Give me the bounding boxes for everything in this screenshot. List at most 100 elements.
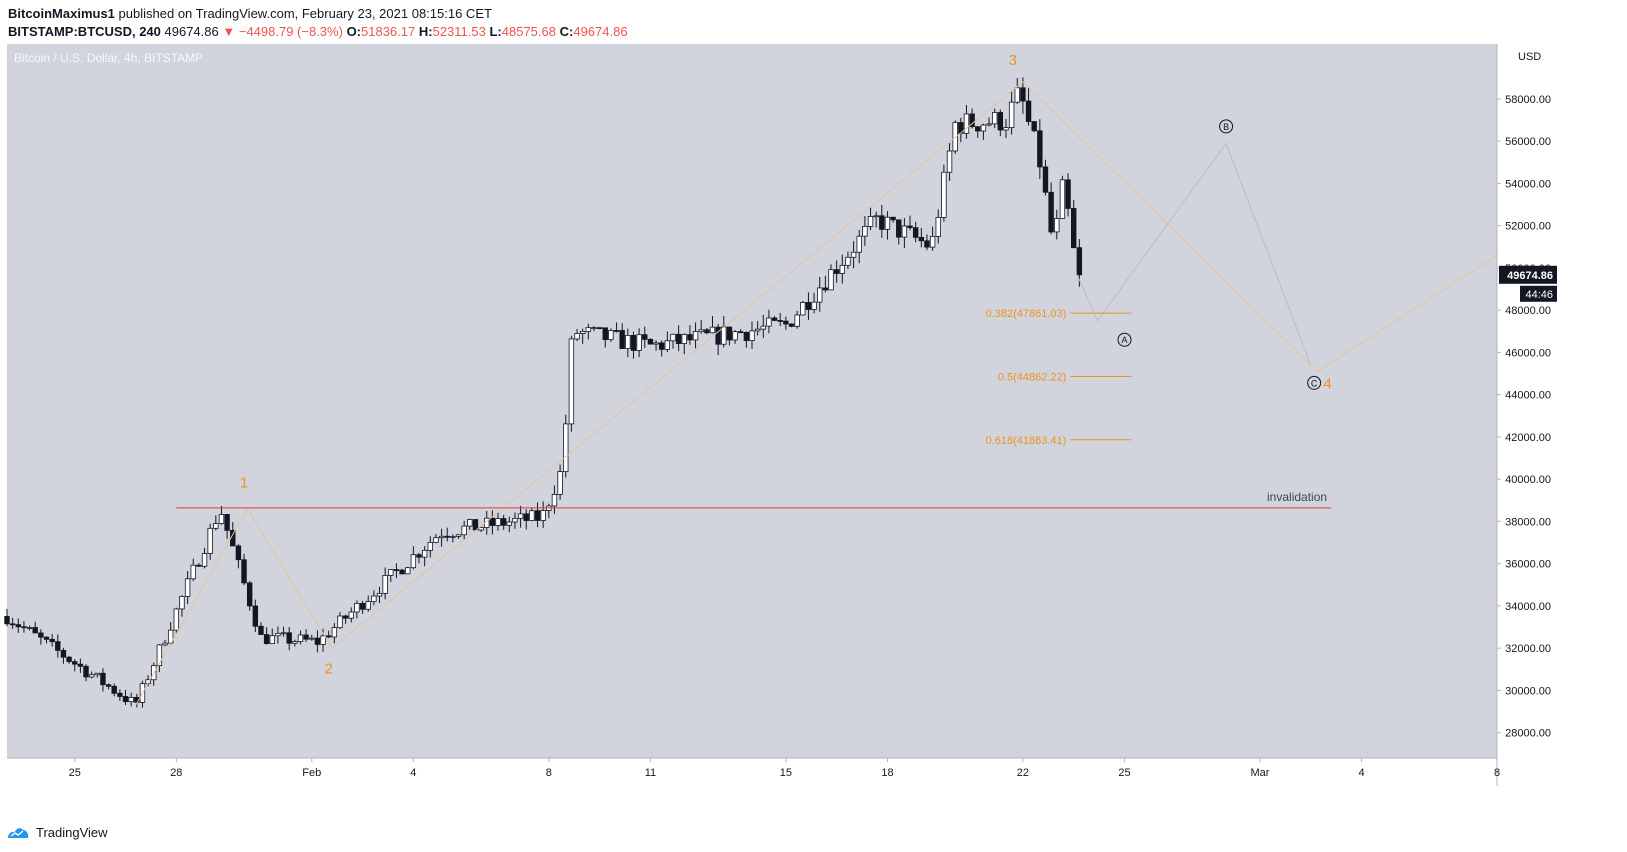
close-label: C: bbox=[559, 24, 574, 39]
candle-body bbox=[399, 569, 405, 575]
candle-body bbox=[218, 514, 225, 524]
x-tick-label: 8 bbox=[546, 767, 552, 779]
price-tag-label: 49674.86 bbox=[1507, 270, 1553, 282]
candle-body bbox=[309, 637, 315, 640]
candle-body bbox=[760, 325, 766, 330]
price-change: ▼ −4498.79 (−8.3%) bbox=[222, 24, 343, 39]
x-axis[interactable]: 25 28 Feb 4 8 11 15 18 22 25 Mar 4 8 bbox=[69, 758, 1500, 779]
candle-body bbox=[1008, 101, 1015, 128]
candle-body bbox=[777, 320, 783, 322]
candle-body bbox=[901, 225, 908, 238]
candle-body bbox=[647, 338, 654, 345]
candle-body bbox=[444, 535, 450, 538]
candle-body bbox=[709, 326, 716, 334]
x-tick-label: 22 bbox=[1017, 767, 1029, 779]
candle-body bbox=[845, 256, 851, 266]
candle-body bbox=[579, 330, 586, 334]
candle-body bbox=[43, 636, 50, 640]
candle-body bbox=[303, 634, 309, 640]
candle-body bbox=[292, 641, 298, 644]
fib-level-label: 0.618(41863.41) bbox=[986, 435, 1067, 447]
candle-body bbox=[450, 536, 456, 538]
candle-body bbox=[213, 523, 219, 529]
candle-body bbox=[359, 603, 366, 610]
candle-body bbox=[828, 269, 834, 291]
candle-body bbox=[1048, 191, 1054, 233]
candle-body bbox=[636, 334, 642, 351]
candle-body bbox=[563, 423, 569, 473]
price-chart[interactable]: invalidation 0.382(47861.03) 0.5(44862.22)… bbox=[0, 0, 1627, 825]
candle-body bbox=[596, 327, 603, 330]
candle-body bbox=[800, 302, 806, 316]
candle-body bbox=[896, 219, 902, 238]
candle-body bbox=[754, 328, 761, 332]
candle-body bbox=[246, 582, 253, 607]
candle-body bbox=[856, 235, 862, 253]
candle-body bbox=[738, 331, 744, 334]
candle-body bbox=[879, 215, 885, 230]
candle-body bbox=[952, 122, 958, 152]
x-tick-label: 15 bbox=[780, 767, 792, 779]
candle-body bbox=[122, 696, 129, 703]
circle-label-text: A bbox=[1121, 335, 1127, 345]
candle-body bbox=[207, 527, 213, 554]
currency-label: USD bbox=[1518, 51, 1541, 63]
y-tick-label: 52000.00 bbox=[1505, 221, 1551, 233]
candle-body bbox=[156, 644, 163, 667]
candle-body bbox=[201, 553, 208, 567]
candle-body bbox=[642, 334, 648, 340]
candle-body bbox=[105, 684, 112, 687]
candle-body bbox=[38, 632, 44, 638]
candle-body bbox=[184, 578, 191, 597]
candle-body bbox=[743, 331, 750, 341]
candle-body bbox=[1014, 87, 1020, 103]
candle-body bbox=[574, 333, 580, 340]
candle-body bbox=[269, 635, 275, 644]
y-tick-label: 36000.00 bbox=[1505, 559, 1551, 571]
candle-body bbox=[258, 625, 264, 635]
candle-body bbox=[698, 329, 704, 332]
candle-body bbox=[912, 227, 919, 238]
wave-label: 1 bbox=[240, 475, 248, 492]
candle-body bbox=[365, 601, 371, 610]
candle-body bbox=[771, 317, 778, 321]
candle-body bbox=[326, 635, 332, 638]
candle-body bbox=[72, 661, 78, 665]
circle-label-text: C bbox=[1311, 378, 1318, 388]
candle-body bbox=[314, 637, 321, 645]
candle-body bbox=[275, 632, 281, 637]
candle-body bbox=[94, 672, 101, 676]
candle-body bbox=[128, 696, 134, 703]
candle-body bbox=[173, 608, 180, 631]
y-tick-label: 34000.00 bbox=[1505, 601, 1551, 613]
countdown-bg bbox=[1520, 285, 1557, 302]
author-name[interactable]: BitcoinMaximus1 bbox=[8, 6, 115, 21]
candle-body bbox=[817, 287, 823, 303]
candle-body bbox=[512, 517, 518, 523]
y-tick-label: 46000.00 bbox=[1505, 347, 1551, 359]
candle-body bbox=[224, 514, 230, 531]
fib-level-label: 0.382(47861.03) bbox=[986, 308, 1067, 320]
close-value: 49674.86 bbox=[573, 24, 628, 39]
candle-body bbox=[732, 331, 738, 341]
y-axis[interactable]: 28000.00 30000.00 32000.00 34000.00 36000.00… bbox=[1497, 94, 1557, 740]
x-tick-label: 18 bbox=[881, 767, 893, 779]
candle-body bbox=[975, 126, 981, 132]
y-tick-label: 54000.00 bbox=[1505, 178, 1551, 190]
y-tick-label: 30000.00 bbox=[1505, 685, 1551, 697]
x-tick-label: 11 bbox=[645, 767, 656, 779]
tradingview-brand[interactable]: TradingView bbox=[6, 822, 108, 842]
candle-body bbox=[117, 692, 123, 697]
price-chart-svg[interactable]: invalidation 0.382(47861.03) 0.5(44862.22)… bbox=[0, 0, 1627, 820]
candle-body bbox=[376, 593, 383, 597]
candle-body bbox=[658, 342, 665, 350]
x-tick-label: 4 bbox=[410, 767, 416, 779]
chart-header: BitcoinMaximus1 published on TradingView… bbox=[8, 4, 1508, 44]
plot-area[interactable] bbox=[7, 44, 1497, 758]
candle-body bbox=[388, 569, 394, 576]
candle-body bbox=[348, 611, 354, 619]
candle-body bbox=[721, 326, 727, 345]
candle-body bbox=[862, 226, 868, 237]
candle-body bbox=[969, 113, 975, 128]
candle-body bbox=[534, 510, 541, 521]
